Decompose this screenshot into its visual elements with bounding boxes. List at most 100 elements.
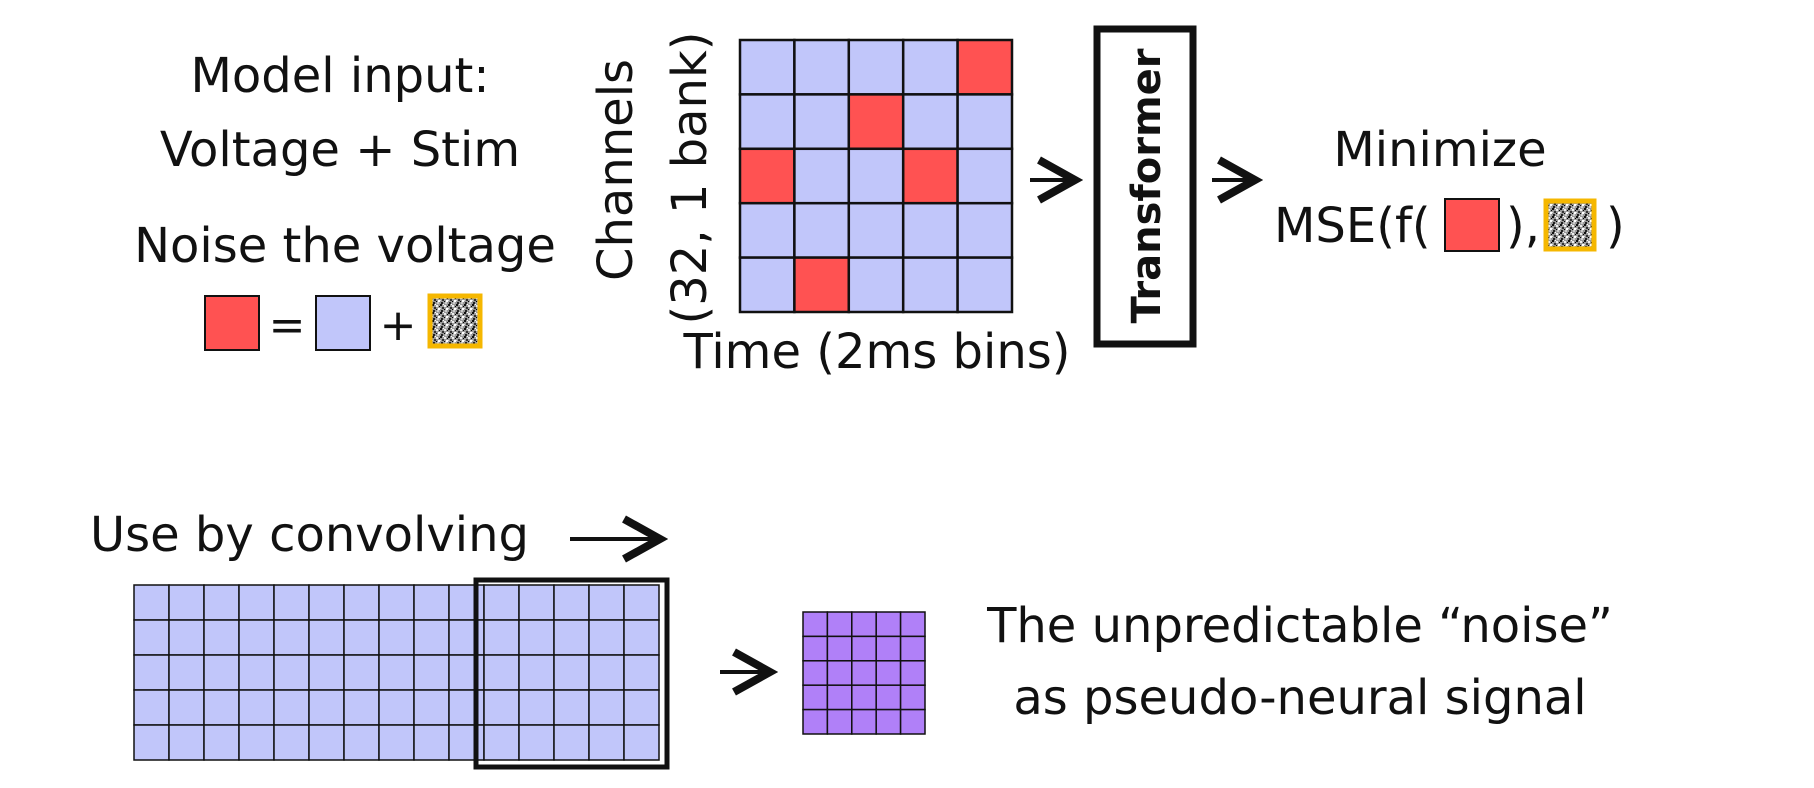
result-line-1: The unpredictable “noise” <box>986 598 1613 654</box>
equals-sign: = <box>269 300 306 351</box>
long-grid-cell <box>518 619 555 656</box>
long-grid-cell <box>273 584 310 621</box>
long-grid-cell <box>168 689 205 726</box>
grid-cell-voltage <box>956 201 1014 259</box>
long-grid-cell <box>413 689 450 726</box>
long-grid-cell <box>273 724 310 761</box>
mse-stim-square <box>1444 198 1500 252</box>
x-axis-label: Time (2ms bins) <box>683 324 1071 380</box>
long-grid-cell <box>238 724 275 761</box>
long-grid-cell <box>623 584 660 621</box>
long-grid-cell <box>203 619 240 656</box>
long-grid-cell <box>378 724 415 761</box>
long-grid <box>133 584 660 761</box>
grid-cell-voltage <box>847 256 905 314</box>
output-grid-cell <box>851 611 877 638</box>
long-grid-cell <box>343 654 380 691</box>
grid-cell-stim <box>901 147 959 205</box>
long-grid-cell <box>378 654 415 691</box>
grid-cell-voltage <box>738 93 796 151</box>
grid-cell-stim <box>847 93 905 151</box>
mse-noise-square <box>1543 198 1597 252</box>
input-grid <box>738 38 1014 314</box>
long-grid-cell <box>203 654 240 691</box>
long-grid-cell <box>518 654 555 691</box>
long-grid-cell <box>378 584 415 621</box>
long-grid-cell <box>378 619 415 656</box>
long-grid-cell <box>553 619 590 656</box>
grid-cell-voltage <box>956 93 1014 151</box>
grid-cell-voltage <box>793 147 851 205</box>
long-grid-cell <box>203 724 240 761</box>
grid-cell-voltage <box>793 201 851 259</box>
output-grid-cell <box>899 660 926 686</box>
long-grid-cell <box>203 689 240 726</box>
long-grid-cell <box>133 724 170 761</box>
grid-cell-voltage <box>738 256 796 314</box>
long-grid-cell <box>378 689 415 726</box>
long-grid-cell <box>483 654 520 691</box>
output-grid-cell <box>826 708 853 735</box>
grid-cell-voltage <box>901 93 959 151</box>
output-grid-cell <box>802 635 829 662</box>
output-grid-cell <box>851 660 877 686</box>
long-grid-cell <box>518 724 555 761</box>
grid-cell-voltage <box>793 93 851 151</box>
grid-cell-voltage <box>956 256 1014 314</box>
y-axis-label: Channels <box>588 59 644 281</box>
output-grid-cell <box>826 635 853 662</box>
grid-cell-voltage <box>847 201 905 259</box>
long-grid-cell <box>133 654 170 691</box>
long-grid-cell <box>343 619 380 656</box>
output-grid-cell <box>802 611 829 638</box>
output-grid-cell <box>851 684 877 711</box>
grid-cell-voltage <box>793 38 851 96</box>
long-grid-cell <box>343 724 380 761</box>
mse-prefix: MSE(f( <box>1274 198 1431 254</box>
grid-cell-voltage <box>901 38 959 96</box>
long-grid-cell <box>483 689 520 726</box>
long-grid-cell <box>623 654 660 691</box>
grid-cell-voltage <box>901 256 959 314</box>
long-grid-cell <box>308 654 345 691</box>
long-grid-cell <box>413 584 450 621</box>
output-grid-cell <box>826 611 853 638</box>
output-grid-cell <box>875 635 902 662</box>
long-grid-cell <box>308 689 345 726</box>
long-grid-cell <box>133 619 170 656</box>
mse-suffix: ) <box>1606 198 1625 254</box>
transformer-label: Transformer <box>1124 48 1170 323</box>
y-axis-units: (32, 1 bank) <box>662 32 718 325</box>
long-grid-cell <box>623 619 660 656</box>
output-grid-cell <box>899 635 926 662</box>
long-grid-cell <box>168 724 205 761</box>
output-grid-cell <box>875 660 902 686</box>
long-grid-cell <box>483 619 520 656</box>
grid-cell-stim <box>956 38 1014 96</box>
output-grid-cell <box>899 684 926 711</box>
output-grid-cell <box>802 684 829 711</box>
long-grid-cell <box>623 689 660 726</box>
long-grid-cell <box>168 619 205 656</box>
output-grid-cell <box>802 708 829 735</box>
output-grid-cell <box>875 684 902 711</box>
output-grid-cell <box>826 660 853 686</box>
output-grid-cell <box>851 708 877 735</box>
output-grid-cell <box>851 635 877 662</box>
long-grid-cell <box>623 724 660 761</box>
grid-cell-voltage <box>847 147 905 205</box>
output-grid <box>802 611 926 735</box>
grid-cell-voltage <box>956 147 1014 205</box>
grid-cell-stim <box>738 147 796 205</box>
long-grid-cell <box>168 654 205 691</box>
model-input-label: Model input: <box>190 48 489 104</box>
output-grid-cell <box>826 684 853 711</box>
long-grid-cell <box>168 584 205 621</box>
long-grid-cell <box>588 724 625 761</box>
long-grid-cell <box>238 584 275 621</box>
long-grid-cell <box>553 724 590 761</box>
long-grid-cell <box>133 689 170 726</box>
long-grid-cell <box>588 689 625 726</box>
long-grid-cell <box>343 689 380 726</box>
